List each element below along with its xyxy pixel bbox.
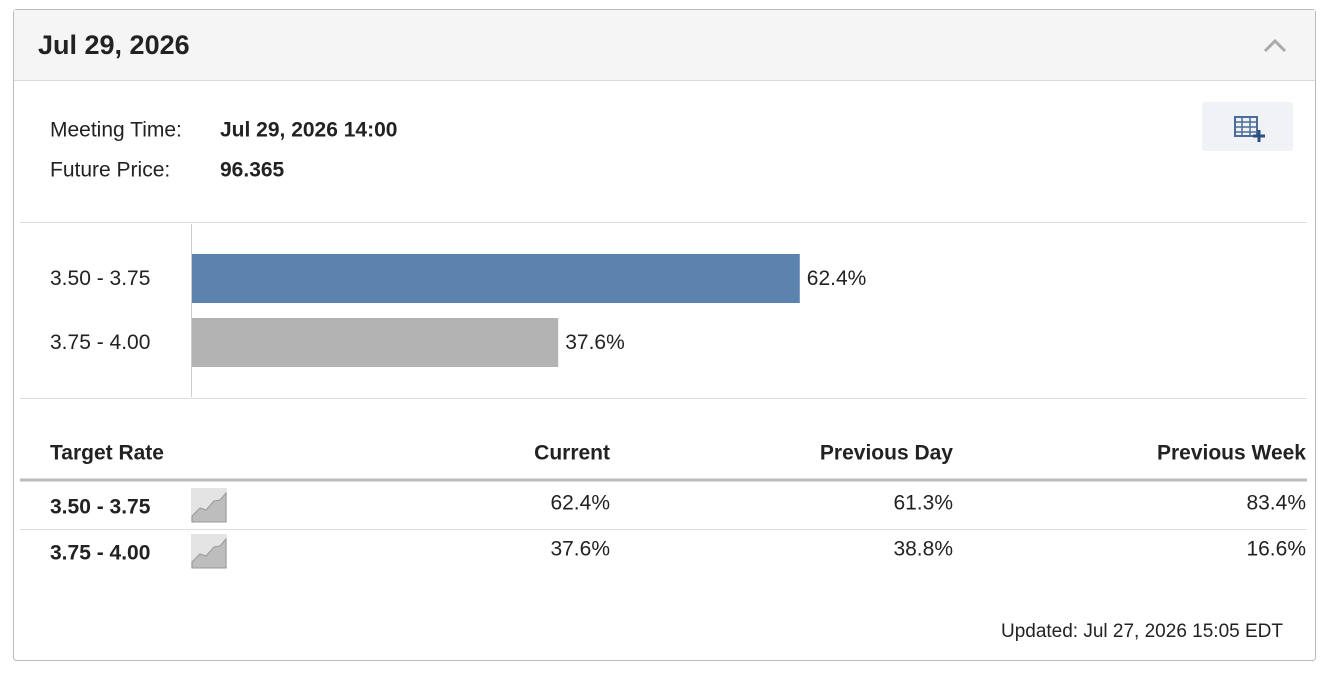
- bar: [192, 318, 559, 367]
- table-cell: 38.8%: [893, 538, 953, 561]
- category-label: 3.75 - 4.00: [50, 331, 150, 354]
- column-header: Previous Day: [820, 442, 953, 465]
- table-cell: 83.4%: [1246, 492, 1306, 515]
- card-header: [14, 10, 1315, 80]
- updated-note: Updated: Jul 27, 2026 15:05 EDT: [1001, 621, 1283, 642]
- table-cell: 16.6%: [1246, 538, 1306, 561]
- column-header: Current: [534, 442, 610, 465]
- price-label: Future Price:: [50, 159, 170, 182]
- price-value: 96.365: [220, 159, 285, 182]
- bar-value-label: 62.4%: [807, 267, 867, 290]
- bar-value-label: 37.6%: [565, 331, 625, 354]
- meeting-label: Meeting Time:: [50, 119, 182, 142]
- column-header: Previous Week: [1157, 442, 1306, 465]
- collapse-button[interactable]: [1263, 38, 1287, 53]
- table-cell: 37.6%: [550, 538, 610, 561]
- category-label: 3.50 - 3.75: [50, 267, 150, 290]
- row-label: 3.75 - 4.00: [50, 542, 150, 565]
- header-title: Jul 29, 2026: [38, 30, 190, 60]
- card: [13, 9, 1316, 661]
- table-cell: 62.4%: [550, 492, 610, 515]
- trend-icon[interactable]: [191, 488, 227, 523]
- trend-icon[interactable]: [191, 534, 227, 569]
- row-label: 3.50 - 3.75: [50, 496, 151, 519]
- column-header: Target Rate: [50, 442, 164, 465]
- table-icon-button[interactable]: [1202, 102, 1293, 151]
- bar: [192, 254, 800, 303]
- table-cell: 61.3%: [893, 492, 953, 515]
- meeting-value: Jul 29, 2026 14:00: [220, 119, 397, 142]
